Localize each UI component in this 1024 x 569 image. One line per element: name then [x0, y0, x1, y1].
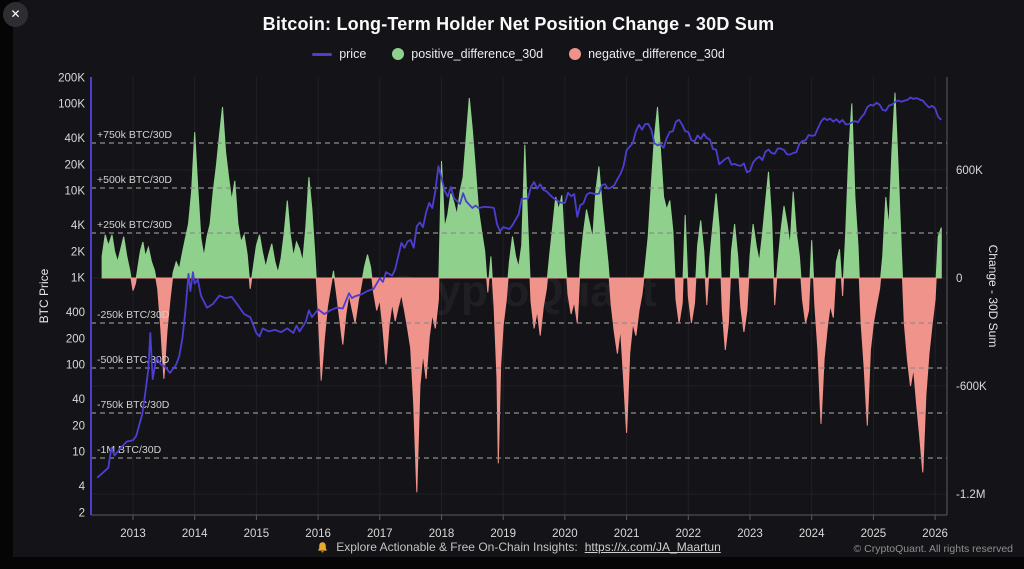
- svg-text:2017: 2017: [367, 528, 393, 540]
- svg-text:2014: 2014: [182, 528, 208, 540]
- svg-text:10K: 10K: [65, 186, 86, 198]
- copyright: © CryptoQuant. All rights reserved: [853, 543, 1013, 555]
- svg-text:4: 4: [79, 481, 86, 493]
- svg-text:0: 0: [956, 273, 962, 285]
- left-axis-labels: 200K 100K 40K 20K 10K 4K 2K 1K 400 200 100 40 20 10 4 2: [58, 72, 85, 519]
- svg-text:40: 40: [72, 394, 85, 406]
- svg-text:100K: 100K: [58, 99, 85, 111]
- svg-text:-1.2M: -1.2M: [956, 489, 985, 501]
- legend-label-price: price: [339, 47, 367, 61]
- left-axis-title: BTC Price: [37, 268, 51, 323]
- svg-text:2025: 2025: [861, 528, 887, 540]
- svg-text:2026: 2026: [922, 528, 948, 540]
- svg-text:20: 20: [72, 420, 85, 432]
- svg-text:200: 200: [66, 333, 85, 345]
- svg-text:20K: 20K: [65, 159, 86, 171]
- legend-item-negative[interactable]: negative_difference_30d: [569, 47, 725, 61]
- svg-text:2021: 2021: [614, 528, 640, 540]
- axes: [90, 77, 948, 520]
- svg-text:4K: 4K: [71, 220, 85, 232]
- footer-link[interactable]: https://x.com/JA_Maartun: [584, 540, 721, 554]
- right-axis-labels: 600K 0 -600K -1.2M: [956, 165, 987, 501]
- svg-text:-600K: -600K: [956, 381, 987, 393]
- price-line: [96, 96, 942, 479]
- svg-text:2013: 2013: [120, 528, 146, 540]
- reference-line-label: -1M BTC/30D: [97, 444, 162, 456]
- legend-item-positive[interactable]: positive_difference_30d: [392, 47, 543, 61]
- svg-text:2016: 2016: [305, 528, 331, 540]
- bell-icon: [318, 541, 327, 552]
- price-line-marker-icon: [312, 52, 333, 56]
- svg-text:2023: 2023: [737, 528, 763, 540]
- reference-line-label: -250k BTC/30D: [97, 309, 170, 321]
- svg-text:2024: 2024: [799, 528, 825, 540]
- svg-text:2018: 2018: [429, 528, 455, 540]
- positive-dot-icon: [392, 48, 405, 60]
- svg-text:2: 2: [79, 507, 85, 519]
- svg-text:2019: 2019: [490, 528, 516, 540]
- footer-text: Explore Actionable & Free On-Chain Insig…: [336, 540, 578, 554]
- legend-label-positive: positive_difference_30d: [411, 47, 544, 61]
- svg-text:600K: 600K: [956, 165, 983, 177]
- chart-title: Bitcoin: Long-Term Holder Net Position C…: [262, 14, 775, 34]
- reference-line-label: +500k BTC/30D: [97, 174, 172, 186]
- svg-text:200K: 200K: [58, 72, 85, 84]
- footer-banner: Explore Actionable & Free On-Chain Insig…: [13, 540, 1024, 554]
- right-axis-title: Change - 30D Sum: [986, 245, 1000, 348]
- reference-lines: +750k BTC/30D +500k BTC/30D +250k BTC/30D -…: [91, 129, 947, 459]
- svg-text:2022: 2022: [676, 528, 702, 540]
- reference-line-label: -750k BTC/30D: [97, 399, 170, 411]
- reference-line-label: +750k BTC/30D: [97, 129, 172, 141]
- legend: price positive_difference_30d negative_d…: [13, 47, 1024, 61]
- reference-line-label: +250k BTC/30D: [97, 219, 172, 231]
- legend-item-price[interactable]: price: [312, 47, 366, 61]
- legend-label-negative: negative_difference_30d: [588, 47, 725, 61]
- svg-text:1K: 1K: [71, 273, 85, 285]
- close-button[interactable]: ✕: [3, 2, 28, 27]
- svg-text:40K: 40K: [65, 133, 86, 145]
- svg-text:2020: 2020: [552, 528, 578, 540]
- svg-text:400: 400: [66, 307, 85, 319]
- svg-text:2K: 2K: [71, 246, 85, 258]
- svg-text:10: 10: [72, 447, 85, 459]
- svg-text:2015: 2015: [244, 528, 270, 540]
- svg-text:100: 100: [66, 360, 85, 372]
- x-axis-labels: 2013 2014 2015 2016 2017 2018 2019 2020 2021 2022…: [120, 528, 948, 540]
- negative-dot-icon: [569, 48, 582, 60]
- positive-difference-area: [101, 92, 942, 278]
- negative-difference-area: [101, 278, 942, 493]
